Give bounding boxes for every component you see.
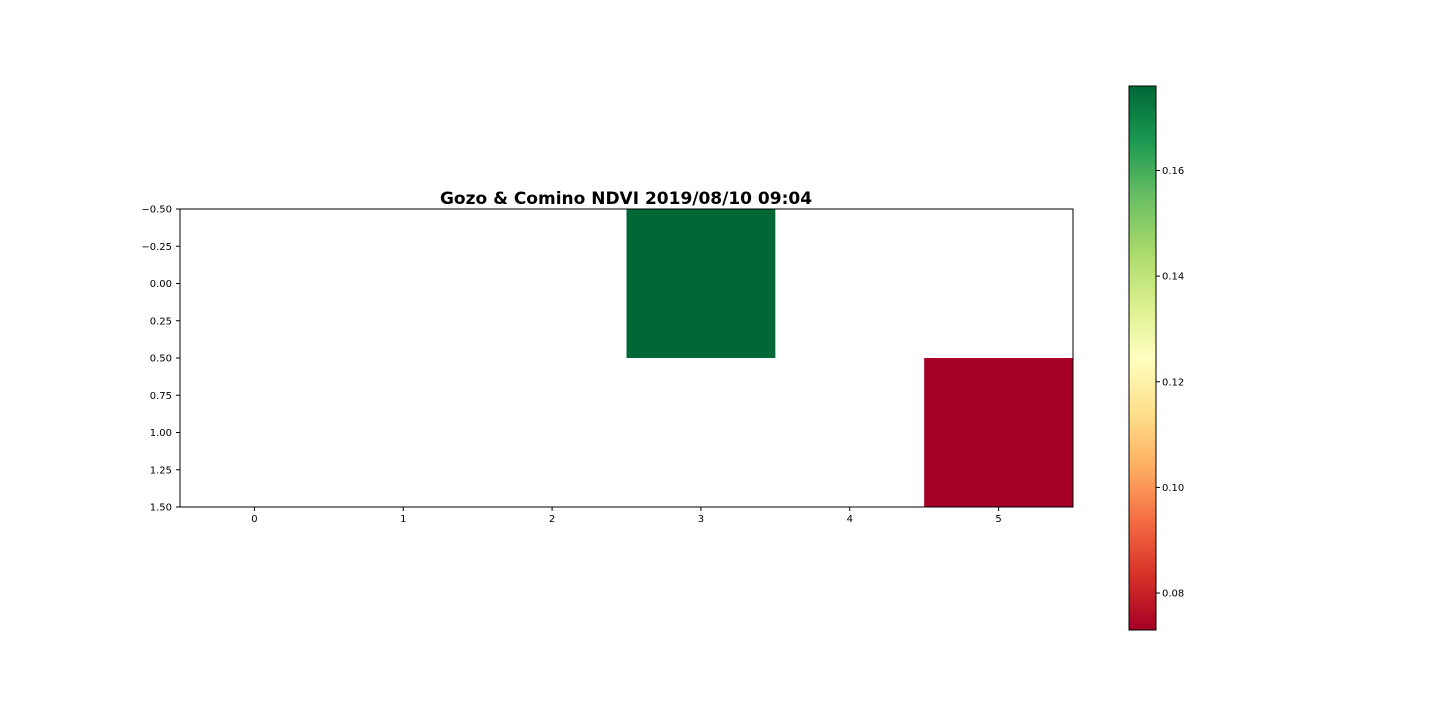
y-tick-label: 1.50 <box>150 503 172 514</box>
colorbar-tick-label: 0.16 <box>1162 166 1184 177</box>
y-axis: −0.50 −0.25 0.00 0.25 0.50 0.75 1.00 1.25 1.50 <box>141 205 180 514</box>
colorbar-tick-label: 0.10 <box>1162 483 1184 494</box>
x-tick-label: 2 <box>549 514 555 525</box>
y-tick-label: −0.50 <box>141 205 172 216</box>
chart-title: Gozo & Comino NDVI 2019/08/10 09:04 <box>440 189 812 209</box>
y-tick-label: −0.25 <box>141 242 172 253</box>
heatmap-cells <box>626 209 1073 507</box>
y-tick-label: 0.25 <box>150 316 172 327</box>
y-tick-label: 0.00 <box>150 279 172 290</box>
y-tick-label: 0.75 <box>150 391 172 402</box>
heatmap-cell-r0-c3 <box>626 209 776 358</box>
x-tick-label: 3 <box>698 514 704 525</box>
heatmap-cell-r1-c5 <box>924 358 1073 507</box>
colorbar-tick-label: 0.08 <box>1162 589 1184 600</box>
colorbar <box>1128 85 1157 631</box>
y-tick-label: 1.00 <box>150 428 172 439</box>
y-tick-label: 1.25 <box>150 465 172 476</box>
x-tick-label: 4 <box>847 514 853 525</box>
colorbar-tick-label: 0.14 <box>1162 272 1184 283</box>
x-tick-label: 1 <box>400 514 406 525</box>
colorbar-tick-label: 0.12 <box>1162 377 1184 388</box>
y-tick-label: 0.50 <box>150 354 172 365</box>
colorbar-axis: 0.08 0.10 0.12 0.14 0.16 <box>1156 166 1184 600</box>
x-axis: 0 1 2 3 4 5 <box>251 507 1002 525</box>
x-tick-label: 0 <box>251 514 257 525</box>
x-tick-label: 5 <box>995 514 1001 525</box>
